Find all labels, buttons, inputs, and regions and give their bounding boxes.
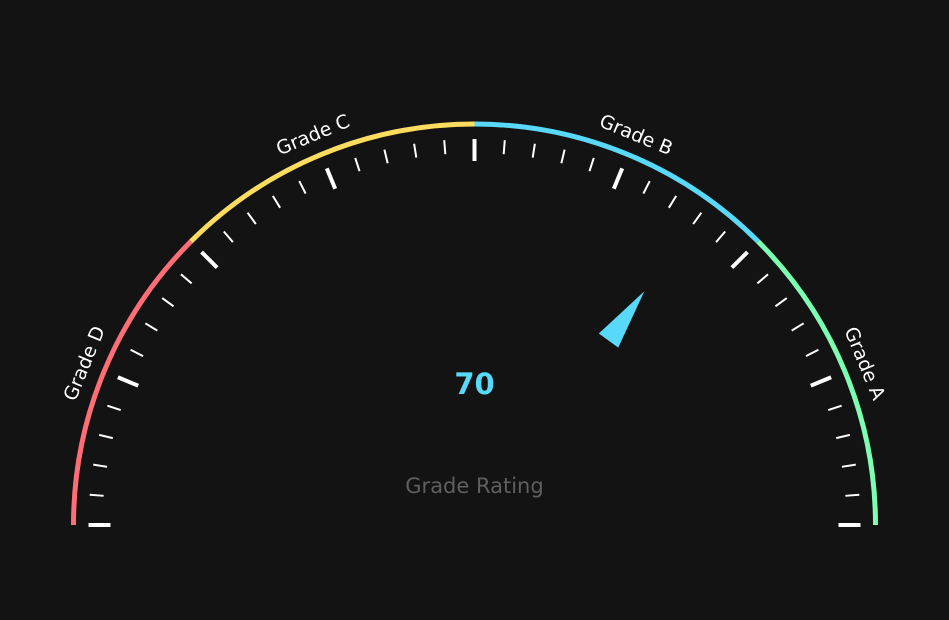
minor-tick (130, 348, 144, 358)
minor-tick (89, 493, 104, 497)
major-tick (730, 250, 749, 270)
gauge-pointer (598, 291, 645, 348)
minor-tick (756, 273, 769, 285)
band-label-grade-d: Grade D (59, 323, 109, 404)
minor-tick (835, 433, 851, 440)
minor-tick (668, 195, 678, 209)
major-tick (117, 375, 139, 388)
minor-tick (588, 157, 595, 172)
minor-tick (107, 404, 122, 411)
gauge-band-layer (71, 121, 878, 526)
band-label-grade-c: Grade C (273, 110, 353, 160)
band-arc-grade-a (756, 239, 878, 526)
minor-tick (841, 463, 856, 468)
minor-tick (246, 212, 257, 225)
minor-tick (271, 195, 281, 209)
band-arc-grade-b (474, 121, 760, 244)
gauge-caption: Grade Rating (405, 474, 543, 498)
minor-tick (180, 273, 193, 285)
minor-tick (692, 212, 703, 225)
band-arc-grade-d (71, 239, 193, 526)
band-label-grade-b: Grade B (596, 110, 676, 160)
gauge-pointer-layer (598, 291, 645, 348)
minor-tick (642, 180, 651, 194)
minor-tick (774, 297, 788, 308)
minor-tick (383, 149, 389, 164)
minor-tick (298, 180, 307, 194)
minor-tick (223, 230, 234, 243)
minor-tick (93, 463, 108, 468)
minor-tick (144, 322, 158, 332)
major-tick (611, 167, 625, 190)
minor-tick (827, 404, 842, 411)
major-tick (200, 250, 219, 270)
minor-tick (98, 433, 114, 440)
minor-tick (560, 149, 566, 164)
minor-tick (502, 140, 506, 155)
minor-tick (161, 297, 175, 308)
minor-tick (531, 143, 536, 158)
minor-tick (845, 493, 860, 497)
minor-tick (354, 157, 361, 172)
minor-tick (791, 322, 805, 332)
major-tick (324, 167, 338, 190)
minor-tick (715, 230, 726, 243)
minor-tick (805, 348, 819, 358)
minor-tick (443, 140, 447, 155)
minor-tick (413, 143, 418, 158)
band-arc-grade-c (189, 121, 475, 244)
major-tick (810, 375, 832, 388)
gauge-value: 70 (454, 367, 494, 401)
band-label-grade-a: Grade A (839, 324, 889, 404)
gauge-tick-layer (88, 139, 861, 527)
